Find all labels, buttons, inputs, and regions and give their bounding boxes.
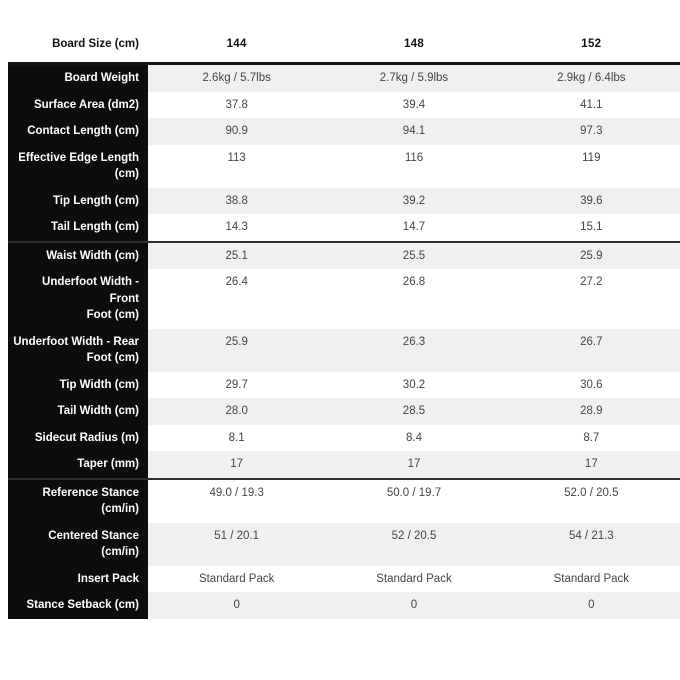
row-value: 8.1	[228, 431, 245, 444]
row-label: Reference Stance (cm/in)	[8, 479, 148, 523]
row-value: 14.7	[402, 221, 426, 233]
row-value: 26.7	[502, 328, 680, 372]
row-value: 27.2	[580, 276, 603, 288]
table-row: Contact Length (cm) 90.9 94.1 97.3	[8, 118, 680, 145]
table-row: Surface Area (dm2) 37.8 39.4 41.1	[8, 91, 680, 118]
row-value: 38.8	[148, 187, 326, 214]
row-value: 0	[148, 592, 326, 619]
row-value: 54 / 21.3	[502, 522, 680, 566]
table-row: Tip Length (cm) 38.8 39.2 39.6	[8, 187, 680, 214]
row-value: Standard Pack	[553, 572, 630, 585]
row-value: 50.0 / 19.7	[386, 486, 442, 499]
row-value: 2.7kg / 5.9lbs	[325, 65, 503, 92]
table-row: Underfoot Width - Rear Foot (cm) 25.9 26.3…	[8, 328, 680, 372]
row-value: 25.9	[502, 242, 680, 269]
row-value: 0	[502, 592, 680, 619]
table-row: Centered Stance (cm/in) 51 / 20.1 52 / 20.…	[8, 522, 680, 566]
row-value: 29.7	[225, 378, 248, 391]
table-row: Tail Width (cm) 28.0 28.5 28.9	[8, 398, 680, 425]
row-value: 39.4	[402, 98, 426, 111]
size-column-header-3: 152	[581, 38, 602, 51]
row-value: 17	[325, 451, 503, 478]
row-value: 37.8	[225, 98, 248, 111]
table-body: Board Weight 2.6kg / 5.7lbs 2.7kg / 5.9lbs…	[0, 65, 680, 619]
row-value: 51 / 20.1	[148, 522, 326, 566]
row-value: 26.4	[225, 276, 248, 288]
row-label: Effective Edge Length (cm)	[8, 144, 148, 188]
table-row: Waist Width (cm) 25.1 25.5 25.9	[8, 240, 680, 269]
table-row: Tail Length (cm) 14.3 14.7 15.1	[8, 214, 680, 241]
row-value: Standard Pack	[376, 572, 452, 585]
row-label: Tip Width (cm)	[8, 371, 148, 398]
table-row: Underfoot Width - Front Foot (cm) 26.4 26.…	[8, 269, 680, 329]
row-label: Sidecut Radius (m)	[8, 424, 148, 451]
table-row: Taper (mm) 17 17 17	[8, 451, 680, 478]
row-value: 97.3	[502, 118, 680, 145]
row-value: 94.1	[325, 118, 503, 145]
table-row: Stance Setback (cm) 0 0 0	[8, 592, 680, 619]
row-value: 116	[404, 151, 424, 164]
row-value: 25.1	[148, 242, 326, 269]
table-row: Board Weight 2.6kg / 5.7lbs 2.7kg / 5.9lbs…	[8, 65, 680, 92]
row-label: Stance Setback (cm)	[8, 592, 148, 619]
row-value: 28.5	[325, 398, 503, 425]
table-row: Sidecut Radius (m) 8.1 8.4 8.7	[8, 424, 680, 451]
row-value: 0	[325, 592, 503, 619]
row-value: 30.2	[402, 378, 426, 391]
size-column-header-2: 148	[403, 38, 425, 51]
row-label: Underfoot Width - Rear Foot (cm)	[8, 328, 148, 372]
row-label: Taper (mm)	[8, 451, 148, 478]
row-value: 49.0 / 19.3	[209, 486, 264, 499]
row-value: 119	[582, 151, 601, 164]
row-label: Centered Stance (cm/in)	[8, 522, 148, 566]
row-value: 90.9	[148, 118, 326, 145]
row-value: 30.6	[580, 378, 603, 391]
row-label: Surface Area (dm2)	[8, 91, 148, 118]
row-label: Board Weight	[8, 65, 148, 92]
row-value: 113	[227, 151, 246, 164]
table-row: Effective Edge Length (cm) 113 116 119	[8, 144, 680, 188]
row-value: 26.3	[325, 328, 503, 372]
row-value: 28.9	[502, 398, 680, 425]
row-value: Standard Pack	[198, 572, 275, 585]
row-value: 28.0	[148, 398, 326, 425]
row-value: 25.5	[325, 242, 503, 269]
row-label: Tail Width (cm)	[8, 398, 148, 425]
board-spec-table: Board Size (cm) 144 148 152 Board Weight…	[0, 27, 680, 619]
row-label: Waist Width (cm)	[8, 242, 148, 269]
row-value: 41.1	[580, 98, 603, 111]
row-value: 14.3	[225, 221, 248, 233]
row-label: Contact Length (cm)	[8, 118, 148, 145]
row-label: Insert Pack	[8, 565, 148, 592]
row-label: Underfoot Width - Front Foot (cm)	[8, 269, 148, 329]
row-value: 8.7	[583, 431, 600, 444]
row-value: 2.9kg / 6.4lbs	[502, 65, 680, 92]
size-column-header-1: 144	[226, 38, 247, 51]
row-label: Tail Length (cm)	[8, 214, 148, 241]
table-header-row: Board Size (cm) 144 148 152	[8, 27, 680, 65]
row-value: 52 / 20.5	[325, 522, 503, 566]
row-value: 26.8	[402, 276, 426, 288]
row-value: 17	[502, 451, 680, 478]
table-row: Tip Width (cm) 29.7 30.2 30.6	[8, 371, 680, 398]
row-value: 17	[148, 451, 326, 478]
row-value: 39.2	[325, 187, 503, 214]
row-label: Tip Length (cm)	[8, 187, 148, 214]
table-row: Reference Stance (cm/in) 49.0 / 19.3 50.0 …	[8, 477, 680, 523]
table-row: Insert Pack Standard Pack Standard Pack Sta…	[8, 565, 680, 592]
row-value: 52.0 / 20.5	[564, 486, 619, 499]
row-value: 8.4	[405, 431, 422, 444]
row-value: 39.6	[502, 187, 680, 214]
row-value: 2.6kg / 5.7lbs	[148, 65, 326, 92]
row-value: 15.1	[580, 221, 603, 233]
row-value: 25.9	[148, 328, 326, 372]
board-size-header: Board Size (cm)	[52, 38, 139, 51]
